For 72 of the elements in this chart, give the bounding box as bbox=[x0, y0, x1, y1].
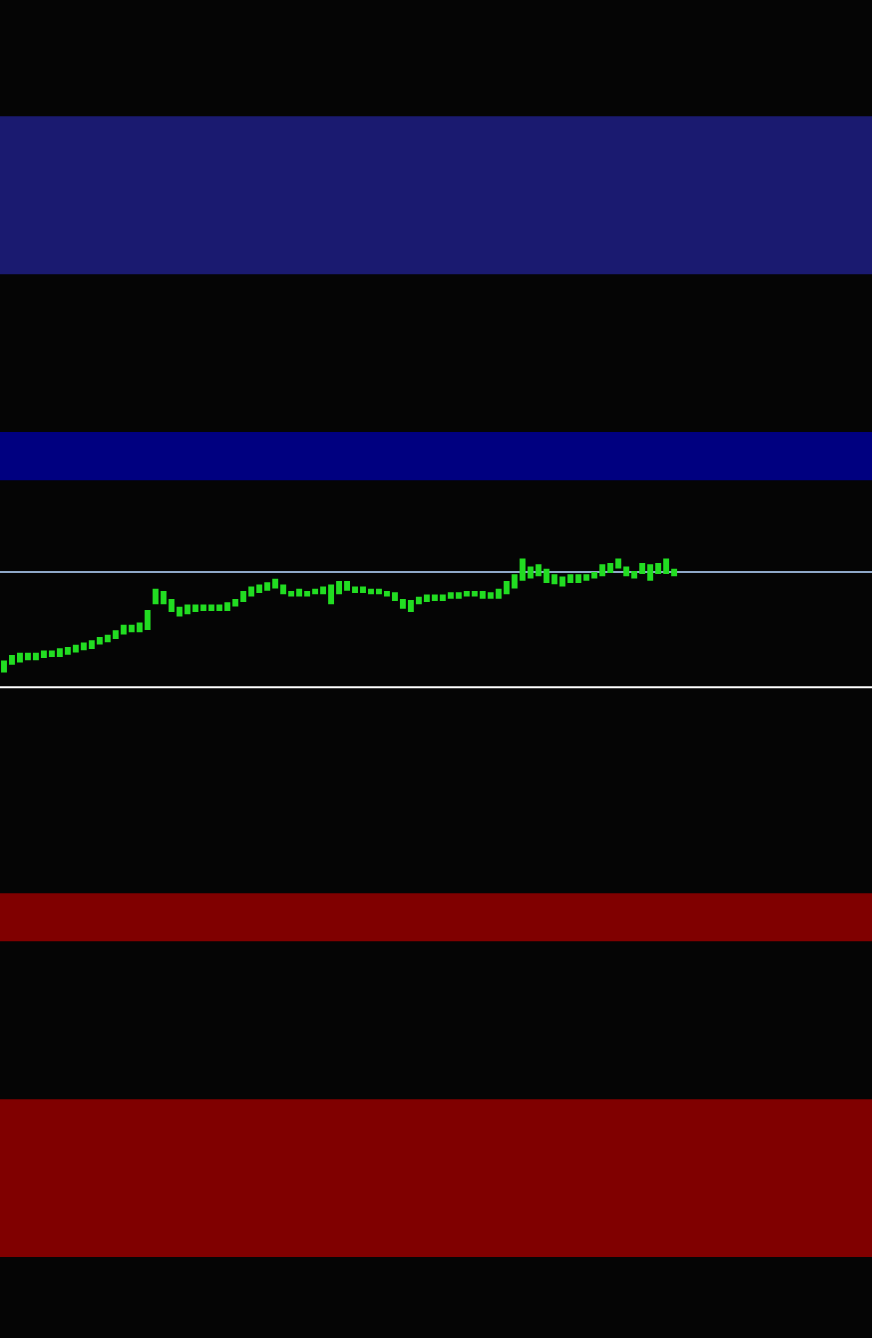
candlestick bbox=[112, 630, 119, 639]
candlestick bbox=[200, 604, 207, 611]
candlestick bbox=[399, 598, 406, 609]
candlestick bbox=[567, 574, 574, 584]
candlestick bbox=[9, 654, 15, 665]
candlestick bbox=[407, 600, 414, 613]
candlestick bbox=[352, 586, 358, 594]
candlestick bbox=[415, 596, 422, 605]
candlestick bbox=[256, 584, 263, 594]
candlestick bbox=[32, 652, 39, 661]
candlestick bbox=[655, 563, 662, 575]
candlestick bbox=[519, 558, 526, 581]
candlestick bbox=[503, 581, 510, 595]
candlestick bbox=[439, 594, 446, 601]
candlestick bbox=[471, 591, 478, 597]
candlestick bbox=[344, 581, 350, 591]
candlestick bbox=[328, 584, 335, 605]
candlestick bbox=[463, 591, 470, 597]
candlestick bbox=[152, 588, 159, 605]
candlestick bbox=[160, 591, 167, 605]
candlestick bbox=[280, 584, 287, 595]
candlestick bbox=[591, 572, 598, 579]
candlestick bbox=[17, 652, 23, 663]
candlestick bbox=[80, 642, 87, 651]
candlestick bbox=[232, 598, 239, 607]
candlestick bbox=[583, 574, 590, 581]
candlestick bbox=[487, 592, 494, 599]
candlestick bbox=[248, 586, 255, 597]
candlestick bbox=[639, 563, 646, 575]
candlestick bbox=[423, 594, 430, 603]
candlestick bbox=[24, 652, 31, 661]
candlestick bbox=[120, 624, 127, 635]
candlestick bbox=[615, 558, 622, 569]
candlestick bbox=[88, 640, 95, 650]
candlestick bbox=[527, 566, 534, 579]
candlestick bbox=[128, 624, 135, 633]
candlestick bbox=[495, 588, 502, 599]
candlestick bbox=[368, 588, 374, 595]
candlestick bbox=[56, 648, 63, 657]
candlestick bbox=[224, 602, 231, 611]
candlestick bbox=[48, 650, 55, 657]
candlestick bbox=[455, 592, 462, 599]
candlestick bbox=[272, 578, 279, 589]
candlestick bbox=[376, 588, 382, 595]
candlestick bbox=[216, 604, 223, 611]
candlestick bbox=[40, 650, 47, 659]
candlestick bbox=[312, 588, 319, 595]
candlestick bbox=[431, 594, 438, 601]
candlestick bbox=[663, 558, 670, 575]
candlestick bbox=[447, 592, 454, 599]
candlestick bbox=[264, 582, 271, 591]
candlestick bbox=[479, 591, 486, 599]
candlestick bbox=[64, 647, 71, 655]
candlestick bbox=[623, 566, 630, 577]
candlestick bbox=[144, 610, 151, 631]
candlestick bbox=[296, 588, 303, 597]
candlestick bbox=[304, 591, 311, 597]
candlestick bbox=[72, 644, 79, 653]
candlestick bbox=[208, 604, 215, 611]
candlestick bbox=[288, 591, 295, 597]
candlestick bbox=[647, 564, 654, 581]
candlestick bbox=[104, 634, 111, 643]
candlestick bbox=[599, 564, 606, 577]
candlestick bbox=[360, 586, 366, 594]
candlestick bbox=[575, 574, 582, 584]
candlestick bbox=[391, 592, 398, 601]
candlestick bbox=[607, 563, 614, 573]
candlestick bbox=[631, 570, 638, 579]
candlestick bbox=[240, 591, 247, 603]
candlestick bbox=[383, 591, 390, 597]
candlestick bbox=[96, 636, 103, 645]
candlestick bbox=[1, 660, 7, 673]
